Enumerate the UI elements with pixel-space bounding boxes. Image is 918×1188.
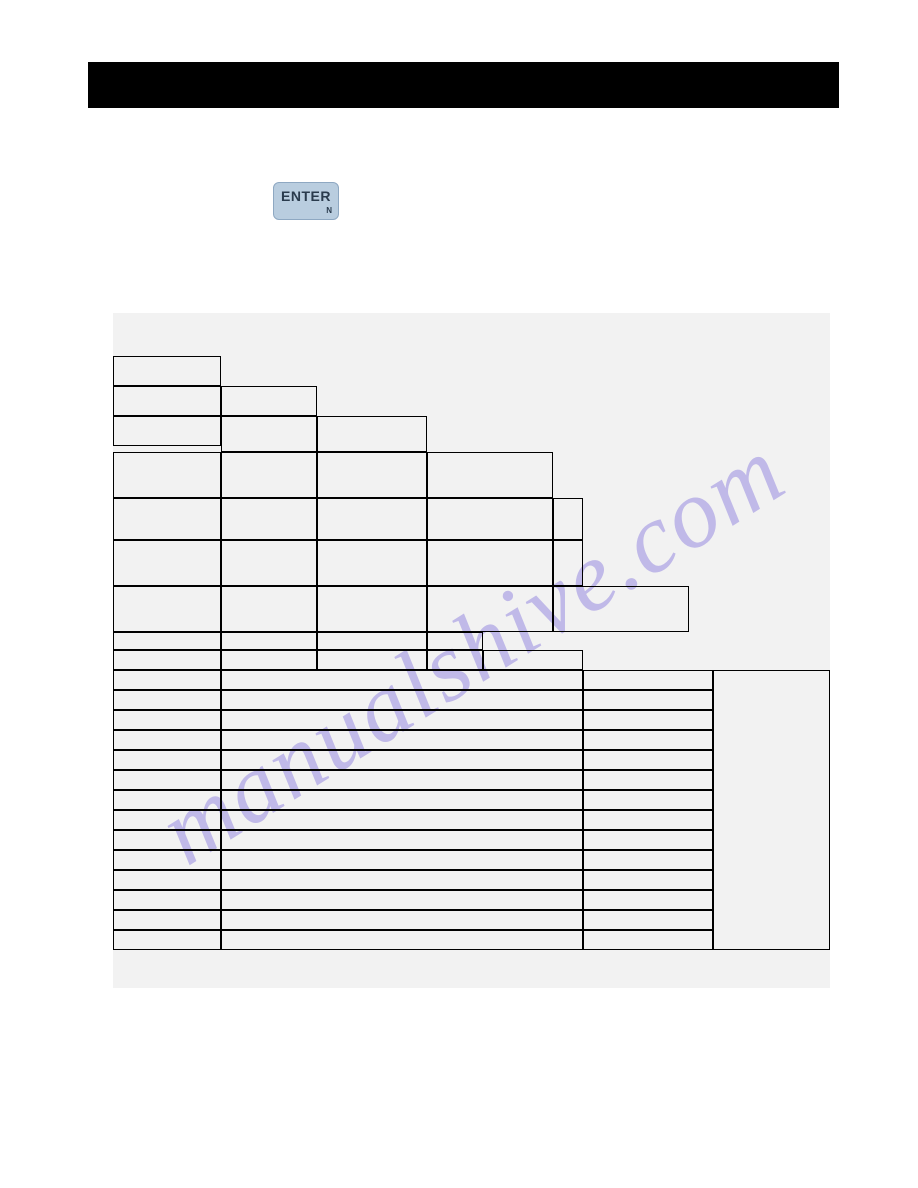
table-cell: [113, 930, 221, 950]
table-cell: [317, 650, 427, 670]
table-cell: [583, 730, 713, 750]
enter-label: ENTER: [281, 188, 331, 204]
table-cell: [427, 452, 553, 498]
table-cell: [221, 750, 583, 770]
table-cell: [553, 540, 583, 586]
table-cell: [317, 416, 427, 452]
table-cell: [221, 416, 317, 452]
table-cell: [221, 386, 317, 416]
table-cell: [221, 586, 317, 632]
chart-area: manualshive.com: [113, 313, 830, 988]
table-cell: [113, 850, 221, 870]
table-cell: [583, 870, 713, 890]
table-cell: [221, 730, 583, 750]
table-cell: [713, 670, 830, 950]
table-cell: [221, 690, 583, 710]
table-cell: [113, 452, 221, 498]
table-cell: [583, 670, 713, 690]
table-cell: [113, 830, 221, 850]
table-cell: [221, 870, 583, 890]
table-cell: [113, 890, 221, 910]
table-cell: [221, 670, 583, 690]
table-cell: [317, 540, 427, 586]
table-cell: [221, 498, 317, 540]
table-cell: [221, 790, 583, 810]
table-cell: [113, 790, 221, 810]
table-cell: [583, 890, 713, 910]
table-cell: [427, 498, 553, 540]
table-cell: [221, 890, 583, 910]
table-cell: [583, 690, 713, 710]
table-cell: [427, 586, 553, 632]
table-cell: [113, 650, 221, 670]
table-cell: [113, 498, 221, 540]
table-cell: [221, 850, 583, 870]
table-cell: [113, 910, 221, 930]
table-cell: [113, 416, 221, 446]
table-cell: [113, 810, 221, 830]
table-cell: [583, 910, 713, 930]
table-cell: [113, 770, 221, 790]
table-cell: [221, 540, 317, 586]
table-cell: [221, 910, 583, 930]
table-cell: [113, 632, 221, 650]
table-cell: [113, 690, 221, 710]
table-cell: [113, 670, 221, 690]
table-cell: [113, 540, 221, 586]
table-cell: [583, 750, 713, 770]
enter-sublabel: N: [326, 206, 332, 215]
table-cell: [427, 650, 483, 670]
table-cell: [583, 810, 713, 830]
enter-button[interactable]: ENTER N: [273, 182, 339, 220]
table-cell: [317, 632, 427, 650]
table-cell: [113, 386, 221, 416]
table-cell: [317, 586, 427, 632]
table-cell: [113, 710, 221, 730]
header-blackbar: [88, 62, 839, 108]
table-cell: [317, 498, 427, 540]
table-cell: [483, 650, 583, 670]
table-cell: [113, 870, 221, 890]
table-cell: [113, 750, 221, 770]
table-cell: [427, 632, 483, 650]
table-cell: [221, 650, 317, 670]
table-cell: [221, 930, 583, 950]
table-cell: [317, 452, 427, 498]
table-cell: [113, 586, 221, 632]
table-cell: [583, 850, 713, 870]
table-cell: [221, 830, 583, 850]
table-cell: [553, 586, 689, 632]
page: ENTER N manualshive.com: [0, 0, 918, 1188]
table-cell: [221, 632, 317, 650]
table-cell: [583, 790, 713, 810]
table-cell: [113, 356, 221, 386]
table-cell: [221, 710, 583, 730]
table-cell: [221, 770, 583, 790]
table-cell: [113, 730, 221, 750]
table-cell: [583, 770, 713, 790]
table-cell: [427, 540, 553, 586]
table-cell: [221, 452, 317, 498]
table-cell: [553, 498, 583, 540]
table-cell: [221, 810, 583, 830]
table-cell: [583, 710, 713, 730]
table-cell: [583, 830, 713, 850]
table-cell: [583, 930, 713, 950]
